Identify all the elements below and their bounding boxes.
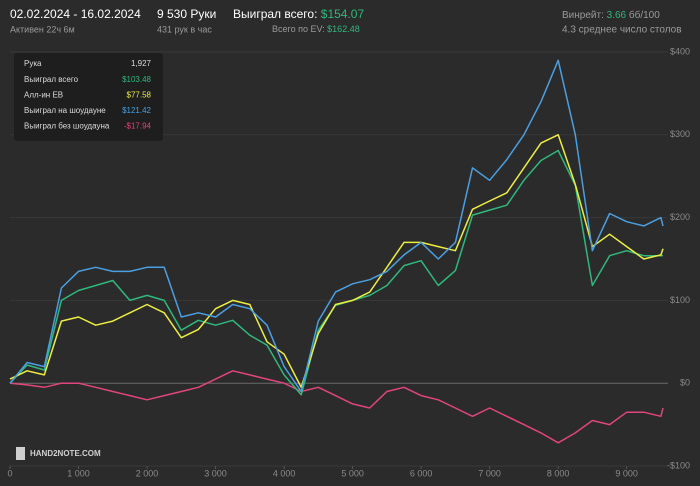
hands-rate: 431 рук в час	[157, 24, 212, 34]
won-total: Выиграл всего: $154.07	[233, 7, 364, 21]
tooltip-series-value: $103.48	[122, 75, 151, 84]
tooltip: Рука 1,927 Выиграл всего $103.48 Алл-ин EB $7…	[24, 59, 152, 131]
winrate-value: 3.66	[607, 10, 627, 21]
tooltip-series-value: -$17.94	[124, 122, 152, 131]
winrate-label: Винрейт:	[562, 10, 604, 21]
active-time: Активен 22ч 6м	[10, 24, 75, 34]
y-tick-label: $200	[670, 212, 690, 222]
plot-area: -$100 $0 $100 $200 $300 $400 0 1 000 2 000 3 000 4…	[7, 46, 690, 478]
ev-total: Всего по EV: $162.48	[272, 24, 360, 34]
tooltip-series-name: Выиграл без шоудауна	[24, 122, 110, 131]
x-tick-label: 0	[7, 468, 12, 478]
ev-label: Всего по EV:	[272, 24, 325, 34]
x-tick-label: 3 000	[204, 468, 227, 478]
won-value: $154.07	[321, 7, 365, 21]
y-tick-label: -$100	[667, 460, 690, 470]
x-tick-label: 8 000	[547, 468, 570, 478]
series-line	[9, 370, 664, 444]
y-tick-label: $0	[680, 378, 690, 388]
date-range: 02.02.2024 - 16.02.2024	[10, 7, 141, 21]
y-tick-label: $400	[670, 46, 690, 56]
tooltip-hand: 1,927	[131, 59, 152, 68]
winrate-unit: бб/100	[629, 9, 660, 21]
won-label: Выиграл всего:	[233, 7, 317, 21]
tooltip-series-name: Выиграл на шоудауне	[24, 106, 106, 115]
series-line	[9, 134, 664, 389]
x-tick-label: 4 000	[273, 468, 296, 478]
tooltip-series-value: $77.58	[127, 91, 152, 100]
tooltip-series-name: Выиграл всего	[24, 75, 79, 84]
logo-icon	[16, 447, 25, 460]
x-tick-label: 2 000	[136, 468, 159, 478]
tooltip-hand-label: Рука	[24, 59, 42, 68]
y-tick-label: $300	[670, 129, 690, 139]
series-line	[9, 59, 664, 393]
ev-value: $162.48	[327, 24, 360, 34]
tables: 4.3 среднее число столов	[562, 25, 682, 36]
y-tick-label: $100	[670, 295, 690, 305]
tooltip-series-value: $121.42	[122, 106, 151, 115]
hands: 9 530 Руки	[157, 7, 216, 21]
tooltip-series-name: Алл-ин EB	[24, 91, 63, 100]
winrate: Винрейт: 3.66 бб/100	[562, 9, 660, 21]
x-tick-label: 6 000	[410, 468, 433, 478]
logo: HAND2NOTE.COM	[30, 449, 101, 458]
tooltip-box	[14, 53, 163, 141]
x-tick-label: 7 000	[478, 468, 501, 478]
x-tick-label: 9 000	[615, 468, 638, 478]
x-tick-label: 5 000	[341, 468, 364, 478]
x-tick-label: 1 000	[67, 468, 90, 478]
